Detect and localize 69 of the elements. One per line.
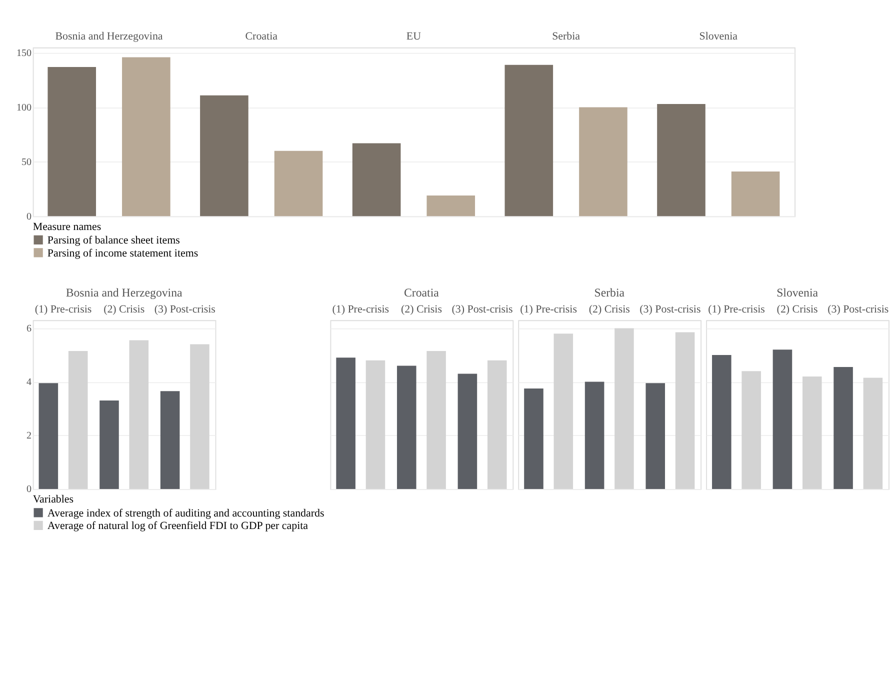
x-tick-label: (1) Pre-crisis (332, 303, 390, 316)
y-tick-label: 0 (26, 484, 32, 496)
legend-label: Average index of strength of auditing and accounting standards (47, 507, 324, 520)
bar (863, 378, 883, 489)
chart-title: Croatia (404, 285, 440, 300)
bar (646, 383, 666, 489)
x-tick-label: (2) Crisis (400, 303, 442, 316)
bar (352, 143, 401, 216)
bar (160, 391, 180, 489)
bar (458, 374, 478, 489)
bar (487, 360, 507, 489)
legend-title: Variables (32, 494, 74, 506)
bar (504, 64, 554, 216)
chart-title: Serbia (594, 285, 626, 300)
legend-title: Measure names (32, 220, 102, 233)
bar (100, 400, 119, 489)
bar (200, 95, 248, 216)
x-tick-label: (1) Pre-crisis (34, 303, 92, 316)
bar (524, 388, 544, 489)
bar (802, 376, 822, 489)
x-tick-label: (2) Crisis (776, 303, 818, 316)
y-tick-label: 100 (16, 102, 32, 114)
chart-title: Slovenia (776, 285, 819, 300)
bar (742, 371, 761, 489)
y-tick-label: 6 (26, 323, 32, 334)
bar (614, 328, 634, 489)
y-tick-label: 4 (26, 376, 32, 388)
bar (554, 334, 574, 489)
legend-label: Parsing of balance sheet items (47, 234, 180, 247)
x-tick-label: (2) Crisis (588, 303, 630, 316)
bar (731, 172, 780, 216)
x-tick-label: (3) Post-crisis (154, 303, 216, 316)
x-tick-label: Bosnia and Herzegovina (55, 30, 163, 43)
bar (675, 332, 695, 489)
bar (68, 350, 88, 489)
x-tick-label: (2) Crisis (104, 303, 145, 316)
x-tick-label: (3) Post-crisis (452, 303, 513, 316)
legend-label: Average of natural log of Greenfield FDI to GDP per capita (47, 520, 308, 532)
x-tick-label: EU (406, 30, 422, 43)
bar (274, 150, 323, 216)
bar (122, 57, 170, 216)
bar (426, 350, 446, 489)
bar (657, 104, 706, 216)
x-tick-label: (3) Post-crisis (640, 303, 701, 316)
y-tick-label: 50 (21, 156, 32, 168)
bar (48, 67, 96, 216)
bar (579, 107, 628, 216)
bar (426, 196, 476, 216)
bar (366, 360, 386, 489)
x-tick-label: Slovenia (699, 30, 738, 43)
bar (584, 382, 604, 489)
y-tick-label: 0 (26, 211, 32, 222)
x-tick-label: (1) Pre-crisis (708, 303, 765, 316)
bar (396, 366, 416, 489)
bar (129, 340, 149, 489)
bar (712, 355, 732, 489)
chart-title: Bosnia and Herzegovina (66, 285, 184, 300)
x-tick-label: (3) Post-crisis (828, 303, 889, 316)
x-tick-label: (1) Pre-crisis (520, 303, 577, 316)
bar (834, 367, 853, 489)
x-tick-label: Croatia (245, 30, 278, 43)
bar (190, 344, 210, 489)
legend-label: Parsing of income statement items (47, 247, 198, 260)
bar (336, 358, 356, 489)
bar (38, 383, 58, 489)
y-tick-label: 150 (16, 48, 32, 60)
bar (772, 350, 792, 489)
y-tick-label: 2 (26, 430, 32, 442)
x-tick-label: Serbia (552, 30, 580, 43)
